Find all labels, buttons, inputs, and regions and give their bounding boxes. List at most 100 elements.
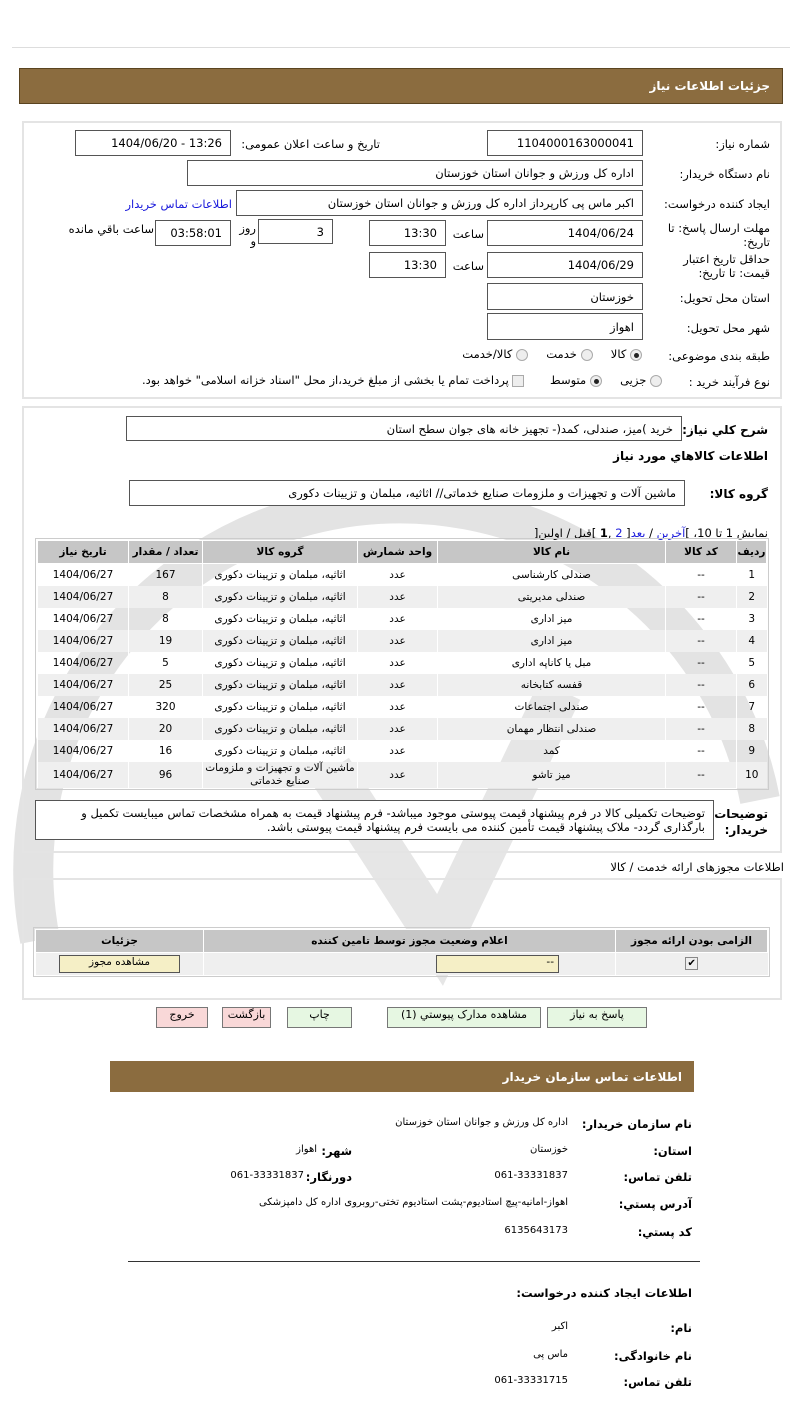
need-details-panel	[22, 121, 782, 399]
buyer-label: نام دستگاه خریدار:	[679, 167, 770, 181]
contact-header: اطلاعات تماس سازمان خریدار	[110, 1061, 694, 1092]
city-field: اهواز	[487, 313, 643, 340]
description-label: شرح کلي نياز:	[682, 423, 768, 437]
page-header: جزئیات اطلاعات نیاز	[19, 68, 783, 104]
permits-table-wrap: الزامی بودن ارائه مجوز اعلام وضعیت مجوز …	[33, 927, 770, 977]
radio-goods-label: کالا	[610, 347, 627, 361]
permits-table: الزامی بودن ارائه مجوز اعلام وضعیت مجوز …	[35, 929, 768, 975]
pagination-page-2[interactable]: 2	[615, 526, 623, 540]
notes-field: توضیحات تکمیلی کالا در فرم پیشنهاد قیمت …	[35, 800, 714, 840]
radio-goods[interactable]	[630, 348, 642, 361]
contact-divider	[128, 1261, 700, 1262]
creator-family-value: ماس پی	[533, 1349, 568, 1360]
cell-row: 10	[736, 761, 767, 788]
cell-group: اثاثیه، مبلمان و تزیینات دکوری	[202, 563, 358, 586]
view-permit-button[interactable]: مشاهده مجوز	[59, 954, 180, 973]
cell-group: اثاثیه، مبلمان و تزیینات دکوری	[202, 651, 358, 674]
contact-city-label: شهر:	[321, 1144, 352, 1158]
reply-button[interactable]: پاسخ به نیاز	[547, 1007, 647, 1028]
cell-name: قفسه کتابخانه	[437, 673, 666, 696]
validity-time-label: ساعت	[452, 259, 484, 273]
permit-details-cell: مشاهده مجوز	[35, 952, 204, 975]
cell-name: میز تاشو	[437, 761, 666, 788]
cell-group: اثاثیه، مبلمان و تزیینات دکوری	[202, 607, 358, 630]
province-label: استان محل تحویل:	[679, 291, 770, 305]
radio-service[interactable]	[580, 348, 593, 361]
pagination-last-link[interactable]: آخرین	[656, 526, 686, 540]
cell-date: 1404/06/27	[37, 585, 129, 608]
province-field: خوزستان	[487, 283, 643, 310]
table-row: 10 -- میز تاشو عدد ماشین آلات و تجهیزات و مل…	[37, 761, 767, 788]
table-row: 3 -- میز اداری عدد اثاثیه، مبلمان و تزیینات …	[37, 607, 767, 630]
cell-qty: 20	[128, 717, 203, 740]
cell-row: 9	[736, 739, 767, 762]
permit-status-cell: --	[203, 952, 616, 975]
table-row: 8 -- صندلی انتظار مهمان عدد اثاثیه، مبلمان و…	[37, 717, 767, 740]
radio-service-label: خدمت	[546, 347, 577, 361]
creator-name-value: اکبر	[551, 1321, 568, 1332]
goods-group-field: ماشین آلات و تجهیزات و ملزومات صنایع خدم…	[129, 480, 685, 506]
deadline-date-field: 1404/06/24	[487, 220, 643, 246]
table-row: 9 -- کمد عدد اثاثیه، مبلمان و تزیینات دکوری 1…	[37, 739, 767, 762]
cell-unit: عدد	[357, 739, 438, 762]
goods-panel	[22, 406, 782, 853]
cell-code: --	[665, 717, 737, 740]
col-name: نام کالا	[437, 540, 666, 564]
cell-group: اثاثیه، مبلمان و تزیینات دکوری	[202, 739, 358, 762]
cell-name: صندلی کارشناسی	[437, 563, 666, 586]
goods-table-wrap: ردیف کد کالا نام کالا واحد شمارش گروه کالا تع…	[35, 538, 769, 790]
cell-row: 6	[736, 673, 767, 696]
cell-name: صندلی انتظار مهمان	[437, 717, 666, 740]
cell-date: 1404/06/27	[37, 563, 129, 586]
cell-row: 5	[736, 651, 767, 674]
cell-group: ماشین آلات و تجهیزات و ملزومات صنایع خدم…	[202, 761, 358, 788]
print-button[interactable]: چاپ	[287, 1007, 352, 1028]
pagination-next-link[interactable]: بعد	[630, 526, 646, 540]
view-attachments-button[interactable]: مشاهده مدارک پیوستي (1)	[387, 1007, 541, 1028]
cell-unit: عدد	[357, 651, 438, 674]
page-title: جزئیات اطلاعات نیاز	[649, 79, 770, 93]
table-row: 2 -- صندلی مدیریتی عدد اثاثیه، مبلمان و تزیی…	[37, 585, 767, 608]
cell-group: اثاثیه، مبلمان و تزیینات دکوری	[202, 673, 358, 696]
description-field: خرید )میز، صندلی، کمد(- تجهیز خانه های ج…	[126, 416, 682, 441]
radio-medium[interactable]	[589, 374, 602, 387]
permit-status-input[interactable]: --	[436, 954, 559, 973]
creator-family-label: نام خانوادگی:	[614, 1349, 692, 1363]
treasury-text: پرداخت تمام یا بخشی از مبلغ خرید،از محل …	[142, 373, 509, 387]
contact-phone-value: 061-33331837	[494, 1170, 568, 1181]
contact-province-value: خوزستان	[530, 1144, 568, 1155]
creator-field: اکبر ماس پی کارپرداز اداره کل ورزش و جوا…	[236, 190, 643, 216]
remaining-time-field: 03:58:01	[155, 220, 231, 246]
permits-col-required: الزامی بودن ارائه مجوز	[615, 929, 768, 953]
cell-unit: عدد	[357, 563, 438, 586]
notes-label: توضیحات خریدار:	[714, 807, 768, 837]
cell-row: 1	[736, 563, 767, 586]
goods-heading: اطلاعات كالاهاي مورد نياز	[613, 449, 768, 463]
creator-label: ایجاد کننده درخواست:	[664, 197, 770, 211]
process-label: نوع فرآیند خرید :	[688, 375, 770, 389]
exit-button[interactable]: خروج	[156, 1007, 208, 1028]
days-field: 3	[258, 219, 333, 244]
radio-medium-label: متوسط	[550, 373, 587, 387]
pagination-range: نمایش 1 تا 10، ]	[685, 526, 768, 540]
col-row: ردیف	[736, 540, 767, 564]
col-group: گروه کالا	[202, 540, 358, 564]
permit-required-checkbox[interactable]: ✔	[685, 957, 699, 971]
cell-qty: 5	[128, 651, 203, 674]
announce-field: 1404/06/20 - 13:26	[75, 130, 231, 156]
radio-minor[interactable]	[650, 374, 662, 387]
pagination-separator: /	[645, 526, 657, 540]
buyer-contact-link[interactable]: اطلاعات تماس خریدار	[125, 197, 232, 211]
creator-phone-label: تلفن تماس:	[623, 1375, 692, 1389]
category-label: طبقه بندی موضوعی:	[668, 349, 770, 363]
table-row: 1 -- صندلی کارشناسی عدد اثاثیه، مبلمان و تزی…	[37, 563, 767, 586]
treasury-checkbox[interactable]	[512, 374, 525, 387]
permits-col-status: اعلام وضعیت مجوز توسط تامین کننده	[203, 929, 616, 953]
days-label: روز و	[239, 221, 256, 248]
cell-qty: 25	[128, 673, 203, 696]
radio-goods-service[interactable]	[515, 348, 528, 361]
back-button[interactable]: بازگشت	[222, 1007, 271, 1028]
cell-code: --	[665, 673, 737, 696]
cell-group: اثاثیه، مبلمان و تزیینات دکوری	[202, 717, 358, 740]
cell-unit: عدد	[357, 695, 438, 718]
